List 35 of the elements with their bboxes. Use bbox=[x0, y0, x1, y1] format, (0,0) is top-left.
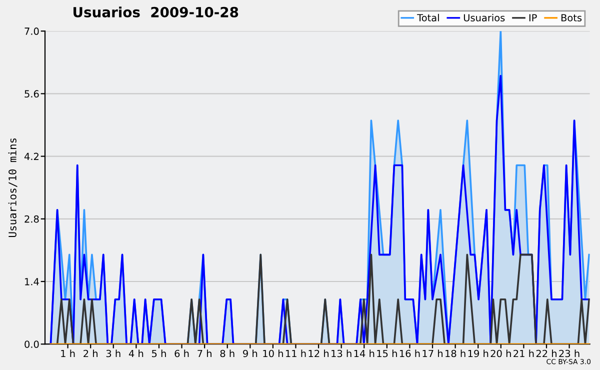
x-tick-label: 23 h bbox=[559, 350, 580, 358]
y-tick-label: 5.6 bbox=[24, 90, 39, 98]
x-tick-label: 14 h bbox=[354, 350, 374, 358]
x-tick-label: 5 h bbox=[152, 350, 166, 358]
y-tick-label: 4.2 bbox=[24, 152, 38, 160]
legend-label: IP bbox=[529, 14, 537, 22]
x-tick-label: 17 h bbox=[422, 350, 442, 358]
x-tick-label: 20 h bbox=[490, 350, 511, 358]
x-tick-label: 19 h bbox=[468, 350, 488, 358]
y-axis-title: Usuarios/10 mins bbox=[8, 138, 18, 238]
legend-label: Usuarios bbox=[464, 14, 505, 22]
x-tick-label: 6 h bbox=[174, 350, 189, 358]
legend-label: Total bbox=[417, 14, 439, 22]
x-tick-label: 22 h bbox=[536, 350, 556, 358]
x-tick-label: 15 h bbox=[377, 350, 397, 358]
x-tick-label: 1 h bbox=[61, 350, 75, 358]
x-tick-label: 3 h bbox=[106, 350, 120, 358]
x-tick-label: 21 h bbox=[514, 350, 534, 358]
y-tick-label: 1.4 bbox=[25, 278, 39, 286]
x-tick-label: 2 h bbox=[84, 350, 98, 358]
y-tick-label: 2.8 bbox=[24, 215, 39, 223]
x-tick-label: 7 h bbox=[198, 350, 212, 358]
legend-label: Bots bbox=[561, 14, 582, 22]
x-tick-label: 18 h bbox=[446, 350, 466, 358]
x-tick-label: 8 h bbox=[220, 350, 234, 358]
x-tick-label: 9 h bbox=[243, 350, 258, 358]
x-tick-label: 12 h bbox=[308, 350, 329, 358]
x-tick-label: 13 h bbox=[332, 350, 352, 358]
x-tick-label: 10 h bbox=[263, 350, 283, 358]
x-tick-label: 4 h bbox=[128, 350, 144, 358]
x-tick-label: 16 h bbox=[400, 350, 420, 358]
x-tick-label: 11 h bbox=[286, 350, 306, 358]
y-tick-label: 7.0 bbox=[24, 28, 39, 35]
y-tick-label: 0.0 bbox=[24, 340, 39, 348]
chart-title: Usuarios 2009-10-28 bbox=[74, 6, 238, 18]
